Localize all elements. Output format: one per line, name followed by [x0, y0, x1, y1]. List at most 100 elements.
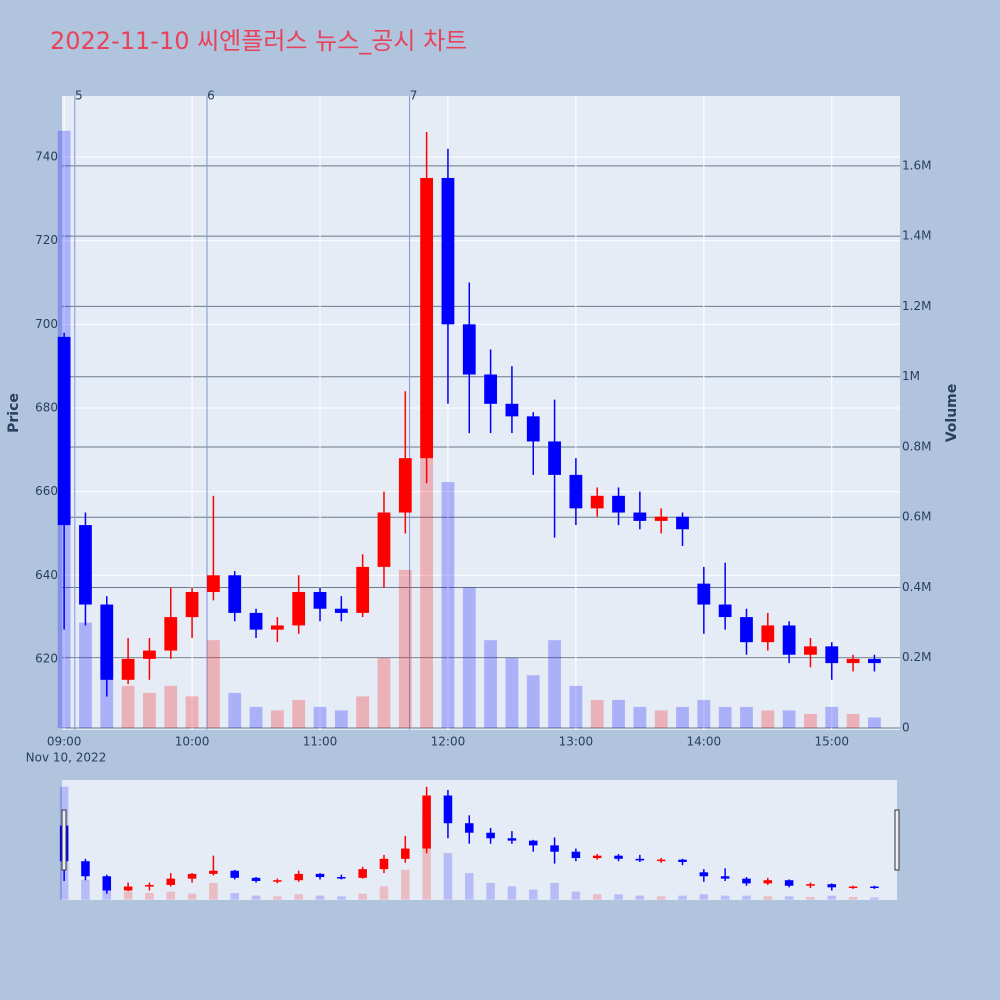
y2-tick-label: 0.4M: [902, 580, 931, 594]
candle-body: [678, 859, 687, 863]
volume-bar: [206, 640, 220, 728]
volume-bar: [249, 706, 263, 728]
volume-bar: [143, 692, 156, 728]
volume-bar: [292, 699, 306, 728]
volume-bar: [635, 895, 645, 900]
volume-bar: [486, 882, 495, 900]
candle-body: [484, 374, 497, 404]
candle-body: [633, 512, 647, 521]
candle-body: [420, 177, 434, 459]
volume-bar: [526, 675, 540, 728]
volume-bar: [548, 640, 561, 728]
candle-body: [507, 838, 517, 841]
y2-axis-label: Volume: [944, 384, 960, 443]
y-tick-label: 640: [35, 568, 58, 582]
news-marker-label: 7: [410, 89, 418, 103]
volume-bar: [187, 893, 197, 900]
candle-body: [185, 591, 199, 618]
volume-bar: [782, 710, 796, 728]
candle-body: [273, 880, 282, 882]
candle-body: [806, 884, 815, 886]
volume-bar: [633, 706, 647, 728]
y-tick-label: 620: [35, 651, 58, 665]
range-handle[interactable]: [894, 809, 900, 871]
y-axis-label: Price: [6, 393, 22, 433]
y-tick-label: 720: [35, 233, 58, 247]
candle-body: [656, 859, 666, 862]
candle-body: [782, 625, 796, 655]
volume-bar: [550, 882, 559, 900]
chart-title: 2022-11-10 씨엔플러스 뉴스_공시 차트: [50, 27, 467, 55]
volume-bar: [462, 587, 476, 728]
candle-body: [846, 658, 860, 664]
candle-body: [206, 575, 220, 592]
candle-body: [251, 877, 261, 882]
range-handle[interactable]: [61, 809, 67, 871]
volume-bar: [334, 710, 348, 728]
candle-body: [548, 441, 561, 475]
volume-bar: [398, 569, 412, 728]
volume-bar: [337, 896, 346, 900]
candle-body: [422, 795, 431, 849]
volume-bar: [121, 685, 135, 728]
x-tick-label: 10:00: [175, 735, 210, 749]
candle-body: [486, 832, 495, 839]
volume-bar: [164, 685, 178, 728]
x-tick-label: 09:00: [47, 735, 82, 749]
y-tick-label: 740: [35, 150, 58, 164]
volume-bar: [79, 622, 92, 728]
y2-tick-label: 0.6M: [902, 510, 931, 524]
volume-bar: [379, 886, 389, 900]
volume-bar: [718, 706, 732, 728]
candle-body: [612, 495, 625, 513]
candle-body: [676, 516, 689, 530]
volume-bar: [678, 895, 687, 900]
volume-bar: [294, 894, 303, 900]
candle-body: [441, 177, 455, 325]
y2-tick-label: 0: [902, 720, 910, 734]
candle-body: [571, 851, 581, 859]
volume-bar: [868, 717, 881, 728]
x-tick-label: 11:00: [303, 735, 338, 749]
volume-bar: [358, 893, 367, 900]
candle-body: [526, 416, 540, 442]
candle-body: [569, 474, 583, 509]
volume-bar: [804, 713, 817, 728]
volume-bar: [505, 657, 519, 728]
volume-bar: [507, 886, 517, 900]
y2-tick-label: 1M: [902, 369, 920, 383]
volume-bar: [185, 696, 199, 728]
volume-bar: [699, 894, 709, 900]
candle-body: [614, 855, 623, 859]
candle-body: [334, 608, 348, 613]
volume-bar: [592, 894, 602, 900]
plot-area: [62, 96, 900, 730]
candle-body: [79, 525, 92, 605]
volume-bar: [654, 710, 668, 728]
candle-body: [230, 870, 239, 878]
volume-bar: [848, 896, 858, 900]
volume-bar: [612, 699, 625, 728]
volume-bar: [401, 869, 410, 900]
candle-body: [825, 646, 839, 664]
candle-body: [358, 869, 367, 878]
candle-body: [377, 512, 391, 567]
volume-bar: [528, 889, 538, 900]
volume-bar: [422, 813, 431, 900]
y2-tick-label: 1.2M: [902, 299, 931, 313]
volume-bar: [569, 685, 583, 728]
y2-tick-label: 0.2M: [902, 650, 931, 664]
candle-body: [187, 873, 197, 879]
volume-bar: [784, 896, 794, 900]
volume-bar: [443, 853, 453, 900]
range-slider[interactable]: [62, 780, 897, 900]
volume-bar: [230, 892, 239, 900]
candle-body: [827, 884, 837, 888]
x-date-label: Nov 10, 2022: [26, 751, 107, 765]
x-tick-label: 15:00: [814, 735, 849, 749]
y-tick-label: 660: [35, 484, 58, 498]
volume-bar: [145, 892, 154, 900]
volume-bar: [742, 895, 751, 900]
volume-bar: [465, 873, 474, 900]
